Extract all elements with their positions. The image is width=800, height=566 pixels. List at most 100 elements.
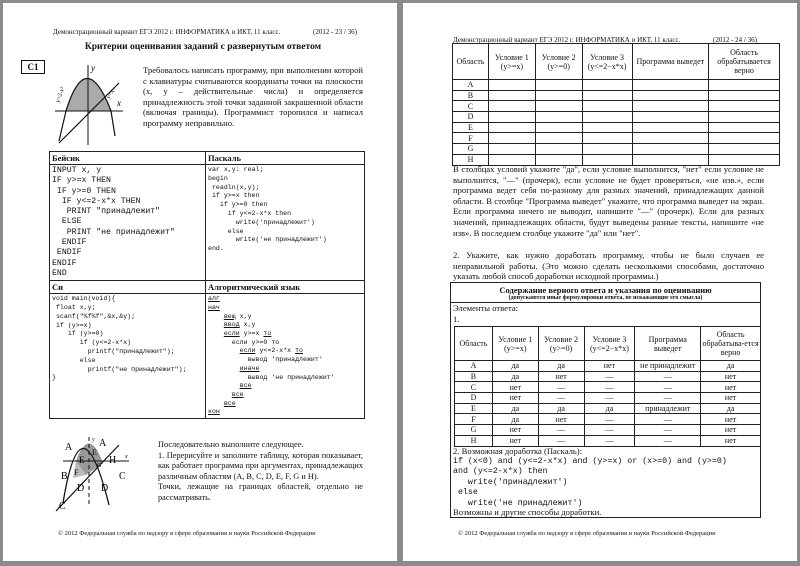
table-cell: да	[537, 360, 585, 372]
c-label: Си	[49, 280, 206, 295]
table-cell: нет	[700, 370, 761, 383]
table-cell	[708, 153, 780, 166]
answer-closing: Возможны и другие способы доработки.	[453, 507, 602, 517]
svg-text:E: E	[92, 448, 97, 457]
table-cell: да	[491, 413, 539, 426]
table-cell	[487, 79, 536, 91]
alg-line: все	[231, 391, 244, 398]
table-cell: принадлежит	[634, 402, 702, 415]
svg-text:C: C	[119, 471, 126, 482]
page-number: (2012 - 23 / 36)	[313, 28, 357, 36]
table-cell	[581, 143, 633, 155]
page-header: Демонстрационный вариант ЕГЭ 2012 г. ИНФ…	[453, 36, 681, 44]
table-cell	[581, 89, 633, 102]
column-header: Условие 1 (y>=x)	[487, 43, 536, 80]
regions-graph: A A B C C D D E E F G H y x	[55, 437, 129, 512]
table-row: F	[452, 132, 780, 145]
table-cell	[487, 100, 536, 113]
table-row: G	[452, 143, 780, 155]
table-cell: B	[452, 89, 489, 102]
table-cell	[534, 121, 583, 134]
column-header: Программа выведет	[631, 43, 710, 80]
footer: © 2012 Федеральная служба по надзору в с…	[58, 530, 316, 537]
table-cell	[631, 132, 710, 145]
column-header: Условие 2 (y>=0)	[534, 43, 583, 80]
table-cell: A	[452, 79, 489, 91]
footer: © 2012 Федеральная служба по надзору в с…	[458, 530, 716, 537]
column-header: Область обрабатыва-ется верно	[700, 326, 761, 361]
table-cell: нет	[537, 413, 585, 426]
svg-text:D: D	[77, 483, 84, 494]
svg-text:G: G	[97, 463, 102, 469]
table-cell: да	[491, 370, 539, 383]
table-cell	[708, 132, 780, 145]
answer-item-1: 1.	[453, 313, 460, 324]
alg-code: алг нач вещ x,y ввод x,y если y>=x то есл…	[205, 293, 365, 420]
fix-code: if (x<0) and (y<=2-x*x) and (y>=x) or (x…	[453, 457, 727, 508]
table-row: H	[452, 153, 780, 166]
table-cell: да	[491, 360, 539, 372]
alg-line: иначе	[239, 364, 260, 372]
table-cell	[708, 143, 780, 155]
table-cell: —	[583, 413, 636, 426]
table-cell: нет	[700, 381, 761, 394]
pascal-label: Паскаль	[205, 151, 365, 165]
table-cell	[708, 89, 780, 102]
task-instructions: Последовательно выполните следующее. 1. …	[158, 440, 363, 504]
table-cell: —	[583, 424, 636, 436]
table-cell	[581, 111, 633, 123]
table-row: A	[452, 79, 780, 91]
table-cell: C	[454, 381, 493, 394]
region-graph: y x y=2-x² y=x	[55, 63, 123, 145]
table-cell: —	[634, 434, 702, 447]
header-row: Область Условие 1 (y>=x) Условие 2 (y>=0) У…	[452, 43, 780, 80]
table-cell: не принадлежит	[634, 360, 702, 372]
table-row: C	[452, 100, 780, 113]
table-cell	[581, 121, 633, 134]
table-cell	[534, 89, 583, 102]
table-cell	[487, 121, 536, 134]
table-cell: —	[634, 413, 702, 426]
svg-text:y=2-x²: y=2-x²	[55, 86, 66, 103]
header-row: Область Условие 1 (y>=x) Условие 2 (y>=0) У…	[454, 326, 761, 361]
task-step-1: 1. Перерисуйте и заполните таблицу, кото…	[158, 450, 363, 481]
table-cell	[534, 143, 583, 155]
page-number: (2012 - 24 / 36)	[713, 36, 757, 44]
column-header: Условие 2 (y>=0)	[537, 326, 585, 361]
table-row: D	[452, 111, 780, 123]
table-cell: —	[537, 392, 585, 404]
basic-code: INPUT x, y IF y>=x THEN IF y>=0 THEN IF …	[49, 163, 206, 282]
task-intro: Требовалось написать программу, при выпо…	[143, 65, 363, 128]
table-cell: да	[537, 402, 585, 415]
alg-line: все	[239, 382, 252, 390]
svg-text:E: E	[79, 455, 85, 465]
answer-subtitle: (допускаются иные формулировки ответа, н…	[451, 295, 760, 303]
alg-line: все	[223, 399, 236, 407]
table-cell: —	[537, 381, 585, 394]
alg-line: алг	[208, 295, 220, 303]
alg-line: нач	[208, 303, 220, 311]
column-header: Область обрабатывается верно	[708, 43, 780, 80]
table-cell: —	[583, 381, 636, 394]
alg-line: если y>=0 то	[231, 338, 280, 346]
page-24: Демонстрационный вариант ЕГЭ 2012 г. ИНФ…	[403, 3, 797, 561]
table-cell: C	[452, 100, 489, 113]
table-cell	[631, 121, 710, 134]
alg-line: вывод 'не принадлежит'	[247, 373, 335, 381]
table-cell	[487, 143, 536, 155]
code-table: Бейсик Паскаль INPUT x, y IF y>=x THEN IF…	[49, 151, 365, 420]
answer-box: Содержание верного ответа и указания по …	[450, 282, 761, 518]
table-cell: H	[452, 153, 489, 166]
table-cell	[631, 111, 710, 123]
table-cell	[534, 111, 583, 123]
svg-text:D: D	[101, 483, 108, 494]
table-cell	[487, 111, 536, 123]
table-cell: да	[583, 402, 636, 415]
page-23: Демонстрационный вариант ЕГЭ 2012 г. ИНФ…	[3, 3, 397, 561]
table-cell	[487, 132, 536, 145]
table-cell: нет	[700, 434, 761, 447]
table-row: B	[452, 89, 780, 102]
